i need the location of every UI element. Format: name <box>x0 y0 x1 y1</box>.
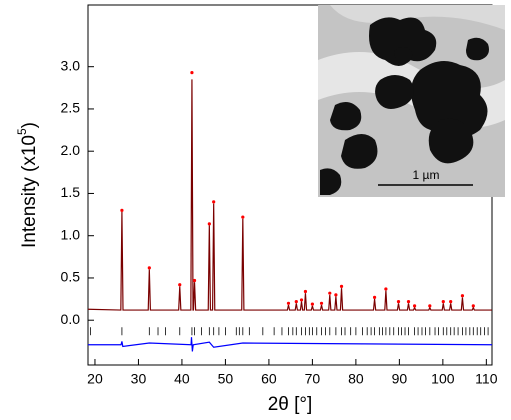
y-axis-label: Intensity (x105) <box>15 122 40 248</box>
observed-point <box>294 300 298 304</box>
x-tick-label: 50 <box>218 371 234 387</box>
plot-area <box>87 71 493 352</box>
observed-point <box>412 304 417 308</box>
observed-point <box>147 266 151 270</box>
x-tick-label: 20 <box>87 371 103 387</box>
x-tick-label: 30 <box>131 371 147 387</box>
y-tick-label: 0.0 <box>61 311 81 327</box>
scale-label: 1 µm <box>413 168 440 182</box>
y-axis-label-superscript: 5 <box>15 128 29 135</box>
observed-point <box>286 301 291 305</box>
y-tick-label: 2.5 <box>61 100 81 116</box>
observed-point <box>396 300 401 304</box>
x-tick-label: 110 <box>475 371 498 387</box>
observed-point <box>192 278 197 283</box>
series-line <box>88 337 493 352</box>
observed-point <box>384 287 388 291</box>
observed-point <box>372 295 377 299</box>
inset-film <box>330 5 505 30</box>
x-axis-label: 2θ [°] <box>268 394 313 415</box>
observed-point <box>178 283 182 287</box>
observed-point <box>471 304 475 308</box>
observed-point <box>207 222 211 226</box>
observed-point <box>241 215 245 219</box>
inset-particles <box>320 17 489 195</box>
observed-point <box>449 300 453 304</box>
y-axis-label-suffix: ) <box>19 122 40 128</box>
series-line <box>87 79 492 311</box>
observed-point <box>441 300 445 304</box>
observed-point <box>319 301 324 305</box>
x-tick-label: 80 <box>348 371 364 387</box>
inset-image: 1 µm <box>318 5 505 197</box>
y-tick-label: 1.5 <box>61 184 81 200</box>
observed-point <box>334 293 338 297</box>
observed-point <box>328 291 332 295</box>
x-tick-label: 70 <box>305 371 321 387</box>
x-tick-label: 90 <box>392 371 408 387</box>
y-axis-label-text: Intensity (x10 <box>19 135 40 248</box>
y-tick-label: 0.5 <box>61 269 81 285</box>
observed-point <box>406 300 411 304</box>
observed-point <box>190 71 194 75</box>
y-tick-label: 3.0 <box>61 57 81 73</box>
observed-point <box>428 304 432 308</box>
y-tick-label: 1.0 <box>61 226 81 242</box>
x-tick-label: 100 <box>431 371 455 387</box>
observed-point <box>310 302 314 306</box>
x-tick-label: 60 <box>261 371 277 387</box>
observed-point <box>339 284 344 289</box>
observed-point <box>460 294 465 298</box>
observed-point <box>299 298 304 302</box>
x-tick-label: 40 <box>174 371 190 387</box>
observed-point <box>212 200 216 204</box>
observed-point <box>120 208 124 212</box>
observed-point <box>303 289 308 294</box>
y-tick-label: 2.0 <box>61 142 81 158</box>
